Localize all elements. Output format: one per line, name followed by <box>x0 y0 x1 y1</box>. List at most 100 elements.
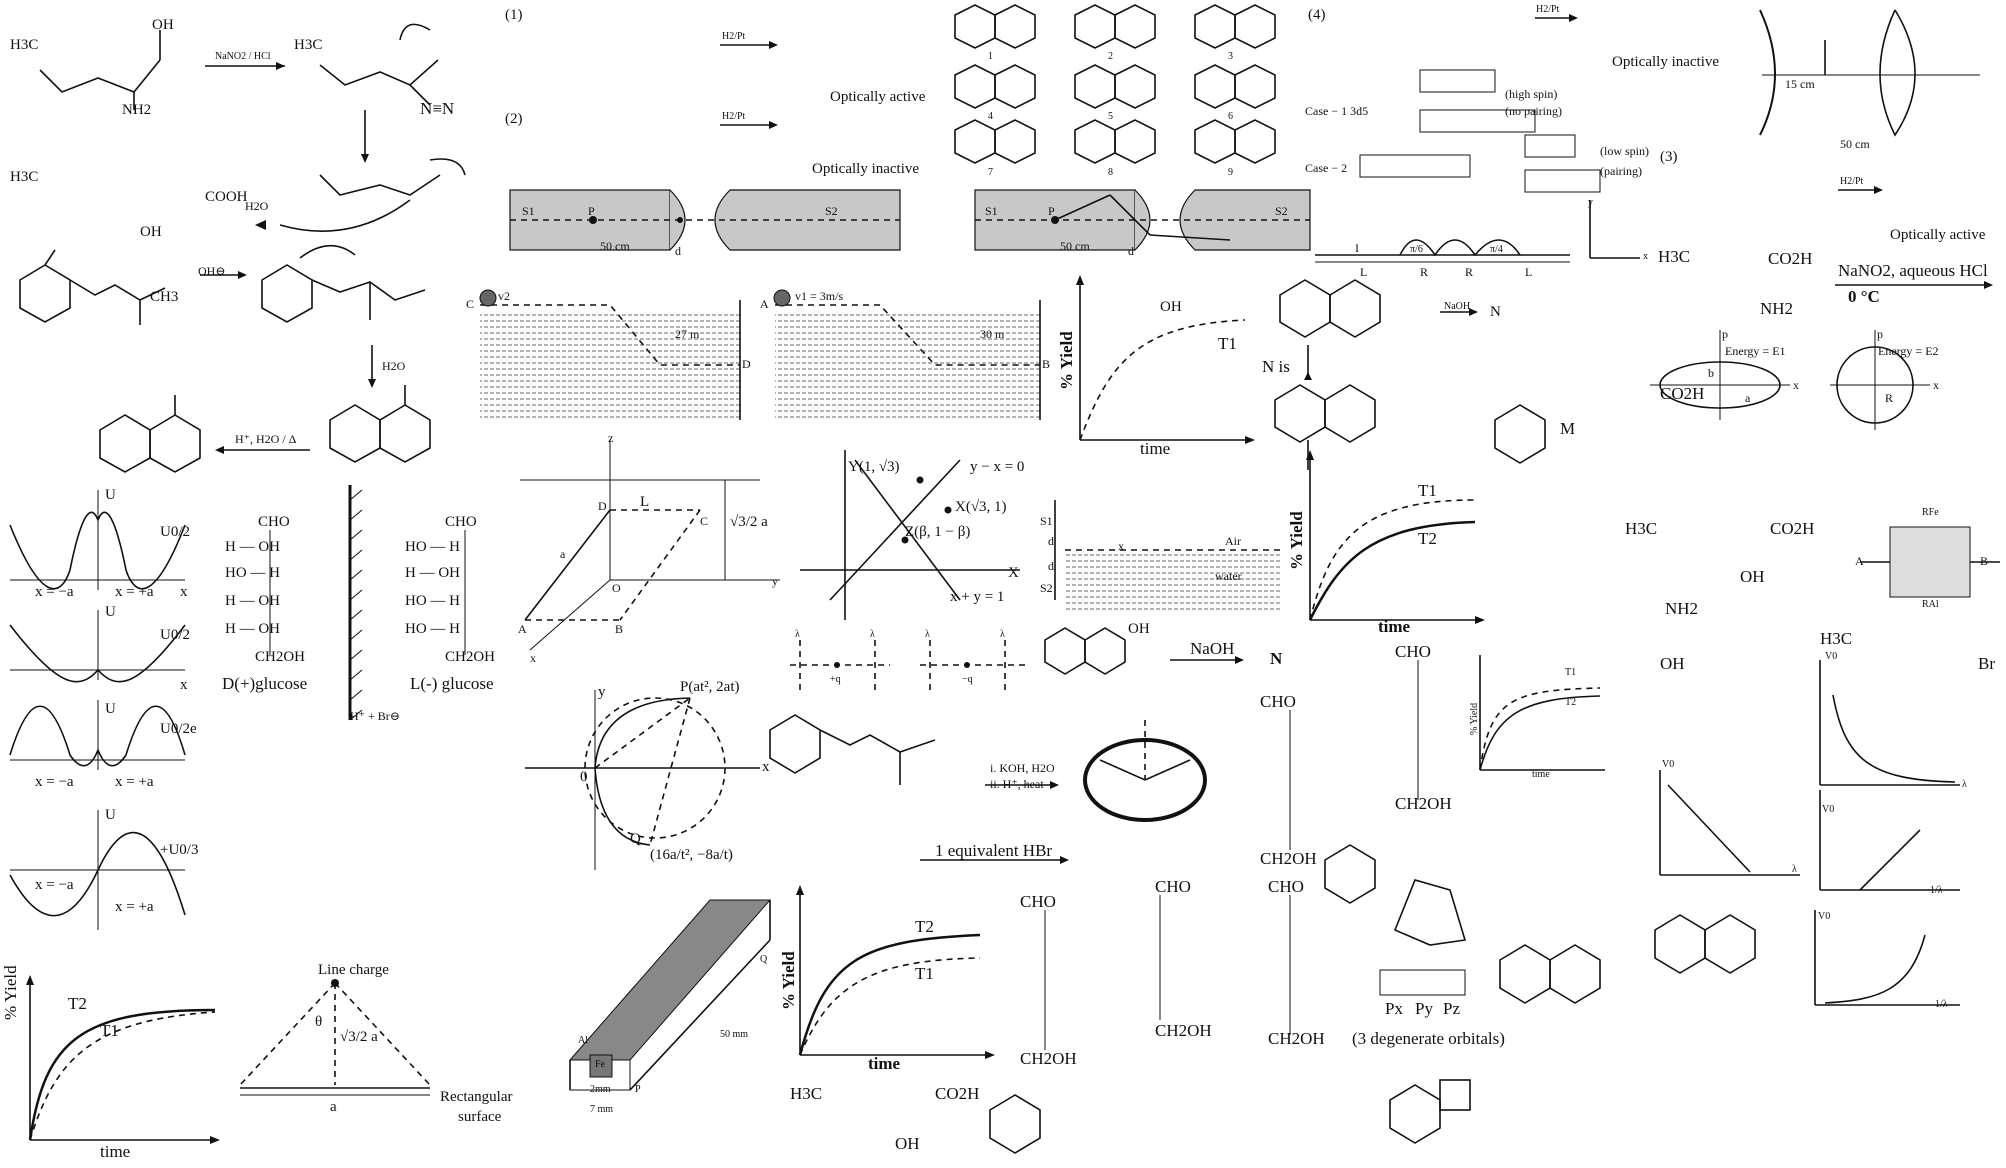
wave-R2: R <box>1465 265 1474 279</box>
circ-e2: Energy = E2 <box>1878 344 1939 358</box>
yield-xlabel-c: time <box>868 1054 901 1073</box>
h3c-bottom: H3C <box>790 1084 823 1103</box>
yield-xlabel-d: time <box>1378 617 1411 636</box>
oh-right-4: OH <box>1660 654 1685 673</box>
yield-xlabel-b: time <box>1140 439 1171 458</box>
lam-4: λ <box>1000 629 1005 640</box>
spin-high-2: (no pairing) <box>1505 104 1562 118</box>
naphthalene-rings <box>954 4 1381 675</box>
theta-label: θ <box>315 1014 323 1030</box>
ell-x: x <box>1793 378 1799 392</box>
circ-x: x <box>1933 378 1939 392</box>
minus-q: −q <box>962 674 973 685</box>
potential-graph-4 <box>9 810 186 930</box>
enolate-skeleton <box>261 244 426 323</box>
circ-B: B <box>1980 554 1989 568</box>
spin-boxes <box>1359 69 1601 996</box>
h3c-br-2: H3C <box>1820 629 1853 648</box>
ell-e1: Energy = E1 <box>1725 344 1786 358</box>
bar-s1: S1 <box>1040 514 1053 528</box>
yield-ylabel-a: % Yield <box>1 965 20 1020</box>
wire-q: Q <box>760 954 768 965</box>
naoh-small: NaOH <box>1444 301 1471 312</box>
zero-c: 0 °C <box>1848 287 1880 306</box>
co2h-right-2: CO2H <box>1660 384 1705 403</box>
cube-h: √3/2 a <box>730 514 768 530</box>
wave-L2: L <box>1525 265 1533 279</box>
n-big: N <box>1270 649 1283 668</box>
water-tank-1 <box>479 289 741 420</box>
x-neg-4: x = −a <box>35 877 74 893</box>
l-row-2: H — OH <box>405 565 460 581</box>
nano2-hcl-label: NaNO2 / HCl <box>215 51 271 62</box>
aldol-skeleton <box>329 385 431 463</box>
potential-graph-1 <box>9 490 186 590</box>
yield-ylabel-d: % Yield <box>1287 511 1306 570</box>
h2pt-3: H2/Pt <box>1840 176 1864 187</box>
reaction-num-2: (2) <box>505 111 523 127</box>
res-num-7: 7 <box>988 167 993 178</box>
optically-active-1: Optically active <box>830 89 926 105</box>
parab-y: y <box>598 684 606 700</box>
charges-diagram <box>790 640 1030 690</box>
bar-d1: d <box>1048 534 1054 548</box>
yield-ylabel-b: % Yield <box>1057 331 1076 390</box>
orb-px: Px <box>1385 999 1403 1018</box>
photo-inv-3: 1/λ <box>1930 885 1943 896</box>
misc-skeletons <box>769 404 1756 1154</box>
oh-label: OH <box>152 17 174 33</box>
yield-xlabel-e: time <box>1532 769 1550 780</box>
yield-plot-c <box>796 885 995 1059</box>
pot-u-4: U <box>105 807 116 823</box>
slab-diagram-1 <box>509 189 901 251</box>
line-xy1: x + y = 1 <box>950 589 1005 605</box>
acid-heat-label: H⁺, H2O / Δ <box>235 432 297 446</box>
f1-cho: CHO <box>1260 692 1296 711</box>
n-small: N <box>1490 304 1501 320</box>
x-pos-4: x = +a <box>115 899 154 915</box>
f3-ch2oh: CH2OH <box>1020 1049 1077 1068</box>
rod-air-water <box>1054 500 1280 610</box>
cooh-label: COOH <box>205 189 248 205</box>
oh-minus-label: OH⊖ <box>198 264 226 278</box>
yield-ylabel-e: % Yield <box>1469 702 1480 735</box>
yield-ylabel-c: % Yield <box>779 951 798 1010</box>
wave-diagram <box>1315 239 1570 263</box>
potential-graph-2 <box>9 610 186 683</box>
res-num-3: 3 <box>1228 51 1233 62</box>
l-row-3: HO — H <box>405 593 460 609</box>
res-num-4: 4 <box>988 111 993 122</box>
slab-diagram-2 <box>974 189 1311 251</box>
wire-7mm: 7 mm <box>590 1104 614 1115</box>
h3c-br-1: H3C <box>1625 519 1658 538</box>
pot-u0-3: +U0/3 <box>160 842 199 858</box>
tank-27m: 27 m <box>675 327 700 341</box>
x-axis-2: x <box>180 677 188 693</box>
bar-d2: d <box>1048 559 1054 573</box>
f2-ch2oh: CH2OH <box>1395 794 1452 813</box>
f3-cho: CHO <box>1020 892 1056 911</box>
h2pt-1: H2/Pt <box>722 31 746 42</box>
f4-ch2oh: CH2OH <box>1155 1021 1212 1040</box>
orb-degenerate: (3 degenerate orbitals) <box>1352 1029 1505 1048</box>
x-neg-3: x = −a <box>35 774 74 790</box>
wave-I: I <box>1355 241 1359 255</box>
photo-v0-2: V0 <box>1662 759 1675 770</box>
res-num-5: 5 <box>1108 111 1113 122</box>
photo-v0-1: V0 <box>1825 651 1838 662</box>
oh-label-2: OH <box>140 224 162 240</box>
n2-label: N≡N <box>420 99 455 118</box>
cube-B: B <box>615 622 624 636</box>
spin-low-2: (pairing) <box>1600 164 1642 178</box>
parabola-circle <box>525 690 760 870</box>
f5-cho: CHO <box>1268 877 1304 896</box>
naoh-big: NaOH <box>1190 639 1235 658</box>
rect-surface-2: surface <box>458 1109 502 1125</box>
orb-pz: Pz <box>1443 999 1460 1018</box>
f4-cho: CHO <box>1155 877 1191 896</box>
arrow-curve-back <box>279 199 411 232</box>
optically-active-3: Optically active <box>1890 227 1986 243</box>
plus-q: +q <box>830 674 841 685</box>
lam-3: λ <box>925 629 930 640</box>
